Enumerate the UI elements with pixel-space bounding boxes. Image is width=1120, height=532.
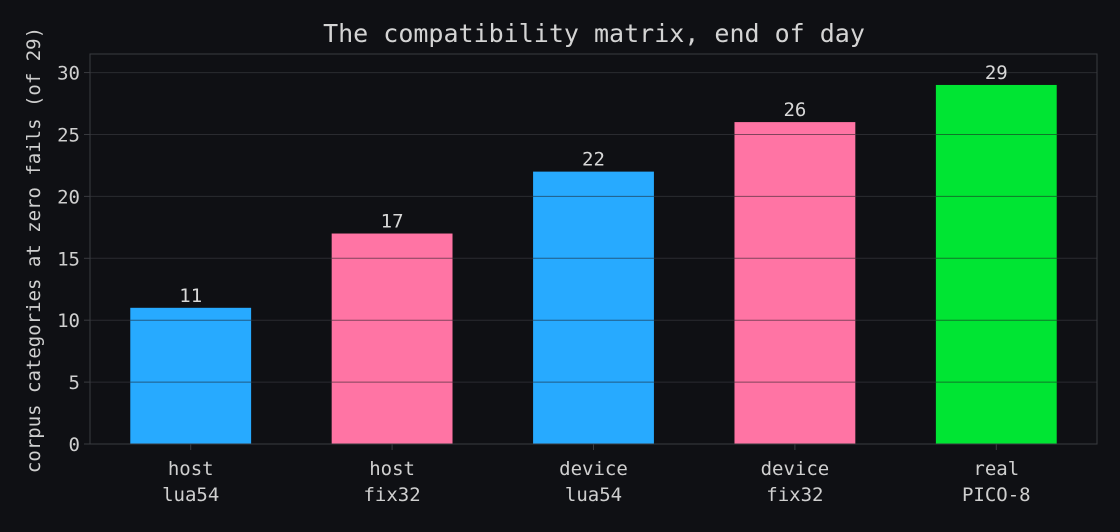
x-tick-label-0-line-0: host [168,458,214,480]
x-tick-label-3-line-1: fix32 [766,484,823,506]
x-tick-label-3-line-0: device [761,458,830,480]
y-tick-label-30: 30 [57,63,80,85]
data-label-4: 29 [985,62,1008,84]
bar-4 [935,84,1057,444]
data-label-0: 11 [179,285,202,307]
data-label-3: 26 [783,99,806,121]
y-tick-label-25: 25 [57,124,80,146]
x-tick-label-4-line-0: real [973,458,1019,480]
bar-1 [331,233,453,444]
x-tick-label-1-line-1: fix32 [363,484,420,506]
bar-0 [130,307,252,444]
y-tick-labels: 0 5 10 15 20 25 30 [57,63,90,456]
x-tick-label-0-line-1: lua54 [162,484,219,506]
x-tick-label-2-line-1: lua54 [565,484,622,506]
x-tick-labels: host lua54 host fix32 device lua54 device fix32… [162,444,1031,506]
bar-2 [533,171,654,444]
y-tick-label-20: 20 [57,186,80,208]
y-axis-label: corpus categories at zero fails (of 29) [23,27,45,473]
y-tick-label-5: 5 [69,372,80,394]
y-tick-label-10: 10 [57,310,80,332]
bar-3 [734,122,856,444]
chart-title: The compatibility matrix, end of day [323,19,865,48]
x-tick-label-4-line-1: PICO-8 [962,484,1031,506]
y-tick-label-15: 15 [57,248,80,270]
x-tick-label-1-line-0: host [369,458,415,480]
data-label-2: 22 [582,149,605,171]
data-label-1: 17 [381,211,404,233]
y-tick-label-0: 0 [69,434,80,456]
x-tick-label-2-line-0: device [559,458,628,480]
bars [130,84,1057,444]
data-labels: 11 17 22 26 29 [179,62,1007,307]
